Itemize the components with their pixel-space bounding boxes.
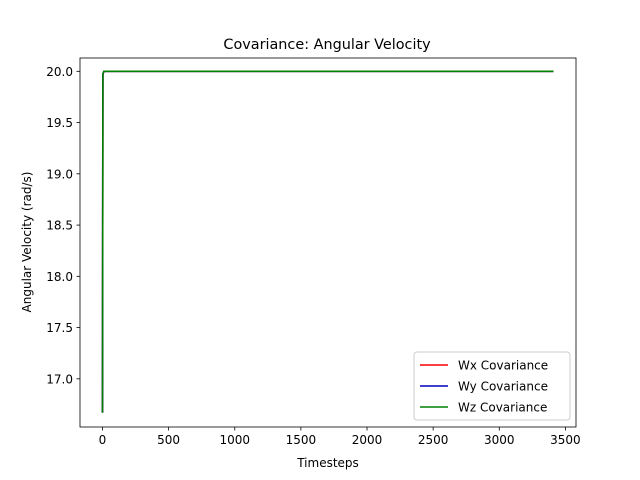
x-tick-label: 3000 — [484, 433, 515, 447]
legend-label: Wy Covariance — [458, 380, 548, 394]
legend-box — [413, 351, 571, 421]
legend: Wx Covariance Wy Covariance Wz Covariance — [413, 351, 571, 421]
y-tick-label: 20.0 — [46, 65, 73, 79]
x-axis-ticks: 0 500 1000 1500 2000 2500 3000 3500 — [99, 427, 581, 447]
x-tick-label: 1500 — [286, 433, 317, 447]
chart-title: Covariance: Angular Velocity — [223, 37, 431, 53]
plot-lines — [101, 70, 554, 413]
y-tick-label: 18.5 — [46, 219, 73, 233]
x-tick-label: 2000 — [352, 433, 383, 447]
y-tick-label: 17.5 — [46, 321, 73, 335]
y-tick-label: 19.5 — [46, 116, 73, 130]
legend-label: Wz Covariance — [458, 401, 547, 415]
y-tick-label: 17.0 — [46, 372, 73, 386]
y-tick-label: 19.0 — [46, 167, 73, 181]
legend-label: Wx Covariance — [458, 359, 548, 373]
x-tick-label: 500 — [157, 433, 180, 447]
x-tick-label: 2500 — [418, 433, 449, 447]
plot-frame — [79, 57, 577, 428]
y-tick-label: 18.0 — [46, 270, 73, 284]
x-axis-label: Timesteps — [296, 456, 359, 470]
x-tick-label: 3500 — [550, 433, 581, 447]
y-axis-label: Angular Velocity (rad/s) — [20, 172, 34, 313]
series-line-3 — [101, 70, 554, 413]
y-axis-ticks: 17.0 17.5 18.0 18.5 19.0 19.5 20.0 — [46, 65, 80, 386]
x-tick-label: 1000 — [219, 433, 250, 447]
x-tick-label: 0 — [99, 433, 107, 447]
